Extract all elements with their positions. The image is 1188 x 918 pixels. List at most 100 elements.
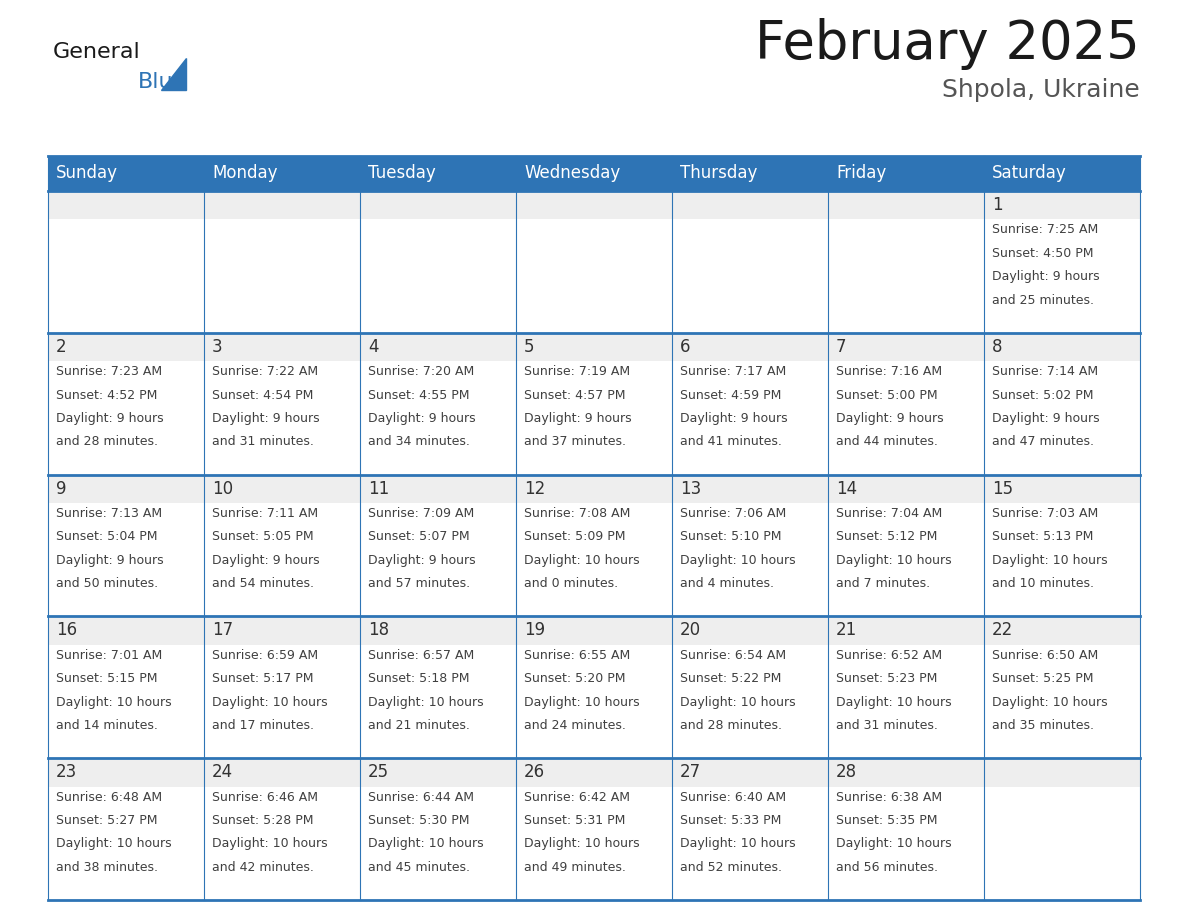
Text: Daylight: 9 hours: Daylight: 9 hours — [680, 412, 788, 425]
Text: Sunrise: 7:17 AM: Sunrise: 7:17 AM — [680, 365, 786, 378]
Text: and 45 minutes.: and 45 minutes. — [368, 861, 470, 874]
Text: Sunset: 5:23 PM: Sunset: 5:23 PM — [836, 672, 937, 685]
Text: and 57 minutes.: and 57 minutes. — [368, 577, 470, 590]
Bar — [828, 219, 984, 333]
Text: Sunrise: 7:03 AM: Sunrise: 7:03 AM — [992, 507, 1098, 520]
Text: 10: 10 — [211, 479, 233, 498]
Bar — [48, 758, 204, 787]
Bar — [360, 758, 516, 787]
Text: Sunrise: 6:50 AM: Sunrise: 6:50 AM — [992, 649, 1098, 662]
Text: Daylight: 10 hours: Daylight: 10 hours — [680, 696, 796, 709]
Text: Sunrise: 6:38 AM: Sunrise: 6:38 AM — [836, 790, 942, 803]
Text: 20: 20 — [680, 621, 701, 640]
Text: 3: 3 — [211, 338, 222, 356]
Text: and 10 minutes.: and 10 minutes. — [992, 577, 1094, 590]
Bar — [672, 787, 828, 900]
Bar — [672, 475, 828, 503]
Text: Daylight: 9 hours: Daylight: 9 hours — [56, 412, 164, 425]
Text: and 56 minutes.: and 56 minutes. — [836, 861, 939, 874]
Bar — [984, 758, 1140, 787]
Text: Wednesday: Wednesday — [524, 164, 620, 183]
Text: 18: 18 — [368, 621, 390, 640]
Text: Sunset: 5:20 PM: Sunset: 5:20 PM — [524, 672, 626, 685]
Text: 27: 27 — [680, 763, 701, 781]
Text: Sunrise: 7:19 AM: Sunrise: 7:19 AM — [524, 365, 630, 378]
Text: Sunrise: 7:25 AM: Sunrise: 7:25 AM — [992, 223, 1098, 236]
Bar — [516, 616, 672, 644]
Text: Sunset: 4:54 PM: Sunset: 4:54 PM — [211, 388, 314, 401]
Text: Daylight: 10 hours: Daylight: 10 hours — [211, 837, 328, 850]
Text: Daylight: 10 hours: Daylight: 10 hours — [680, 554, 796, 566]
Text: Daylight: 10 hours: Daylight: 10 hours — [368, 696, 484, 709]
Bar — [828, 616, 984, 644]
Text: and 41 minutes.: and 41 minutes. — [680, 435, 782, 448]
Text: 19: 19 — [524, 621, 545, 640]
Text: Daylight: 10 hours: Daylight: 10 hours — [524, 696, 639, 709]
Text: Sunrise: 6:44 AM: Sunrise: 6:44 AM — [368, 790, 474, 803]
Bar — [828, 787, 984, 900]
Bar — [984, 644, 1140, 758]
Bar — [672, 503, 828, 616]
Text: Sunrise: 7:01 AM: Sunrise: 7:01 AM — [56, 649, 163, 662]
Text: and 21 minutes.: and 21 minutes. — [368, 719, 470, 732]
Bar — [828, 758, 984, 787]
Text: Sunrise: 6:55 AM: Sunrise: 6:55 AM — [524, 649, 631, 662]
Bar — [48, 616, 204, 644]
Text: 23: 23 — [56, 763, 77, 781]
Bar — [360, 333, 516, 361]
Bar — [828, 644, 984, 758]
Text: 17: 17 — [211, 621, 233, 640]
Text: Sunset: 5:15 PM: Sunset: 5:15 PM — [56, 672, 158, 685]
Bar — [828, 475, 984, 503]
Text: and 28 minutes.: and 28 minutes. — [680, 719, 782, 732]
Text: Tuesday: Tuesday — [368, 164, 436, 183]
Text: Daylight: 9 hours: Daylight: 9 hours — [524, 412, 632, 425]
Text: and 14 minutes.: and 14 minutes. — [56, 719, 158, 732]
Text: Sunset: 4:50 PM: Sunset: 4:50 PM — [992, 247, 1093, 260]
Text: and 52 minutes.: and 52 minutes. — [680, 861, 782, 874]
Text: Sunset: 5:35 PM: Sunset: 5:35 PM — [836, 814, 937, 827]
Text: and 7 minutes.: and 7 minutes. — [836, 577, 930, 590]
Text: Sunrise: 6:42 AM: Sunrise: 6:42 AM — [524, 790, 630, 803]
Bar — [360, 787, 516, 900]
Text: Daylight: 10 hours: Daylight: 10 hours — [56, 696, 171, 709]
Bar — [516, 758, 672, 787]
Text: Daylight: 9 hours: Daylight: 9 hours — [368, 412, 475, 425]
Bar — [672, 333, 828, 361]
Text: and 42 minutes.: and 42 minutes. — [211, 861, 314, 874]
Bar — [48, 191, 204, 219]
Text: Sunrise: 6:40 AM: Sunrise: 6:40 AM — [680, 790, 786, 803]
Bar — [204, 616, 360, 644]
Bar — [828, 503, 984, 616]
Text: Sunrise: 6:48 AM: Sunrise: 6:48 AM — [56, 790, 162, 803]
Bar — [672, 191, 828, 219]
Bar — [984, 616, 1140, 644]
Text: Sunset: 5:33 PM: Sunset: 5:33 PM — [680, 814, 782, 827]
Text: Sunrise: 6:59 AM: Sunrise: 6:59 AM — [211, 649, 318, 662]
Text: Daylight: 10 hours: Daylight: 10 hours — [836, 837, 952, 850]
Text: Sunrise: 7:23 AM: Sunrise: 7:23 AM — [56, 365, 162, 378]
Text: Saturday: Saturday — [992, 164, 1067, 183]
Text: Daylight: 9 hours: Daylight: 9 hours — [836, 412, 943, 425]
Text: Sunset: 5:00 PM: Sunset: 5:00 PM — [836, 388, 937, 401]
Text: Sunset: 5:28 PM: Sunset: 5:28 PM — [211, 814, 314, 827]
Text: and 4 minutes.: and 4 minutes. — [680, 577, 775, 590]
Text: Shpola, Ukraine: Shpola, Ukraine — [942, 78, 1140, 102]
Bar — [984, 787, 1140, 900]
Text: 13: 13 — [680, 479, 701, 498]
Text: Sunrise: 7:14 AM: Sunrise: 7:14 AM — [992, 365, 1098, 378]
Bar — [48, 644, 204, 758]
Bar — [204, 644, 360, 758]
Text: and 37 minutes.: and 37 minutes. — [524, 435, 626, 448]
Bar — [204, 503, 360, 616]
Text: Sunrise: 6:52 AM: Sunrise: 6:52 AM — [836, 649, 942, 662]
Text: and 54 minutes.: and 54 minutes. — [211, 577, 314, 590]
Text: 8: 8 — [992, 338, 1003, 356]
Bar — [828, 191, 984, 219]
Bar — [204, 361, 360, 475]
Text: Sunrise: 7:04 AM: Sunrise: 7:04 AM — [836, 507, 942, 520]
Text: 9: 9 — [56, 479, 67, 498]
Text: Daylight: 10 hours: Daylight: 10 hours — [836, 696, 952, 709]
Text: and 31 minutes.: and 31 minutes. — [836, 719, 937, 732]
Text: Sunset: 5:27 PM: Sunset: 5:27 PM — [56, 814, 158, 827]
